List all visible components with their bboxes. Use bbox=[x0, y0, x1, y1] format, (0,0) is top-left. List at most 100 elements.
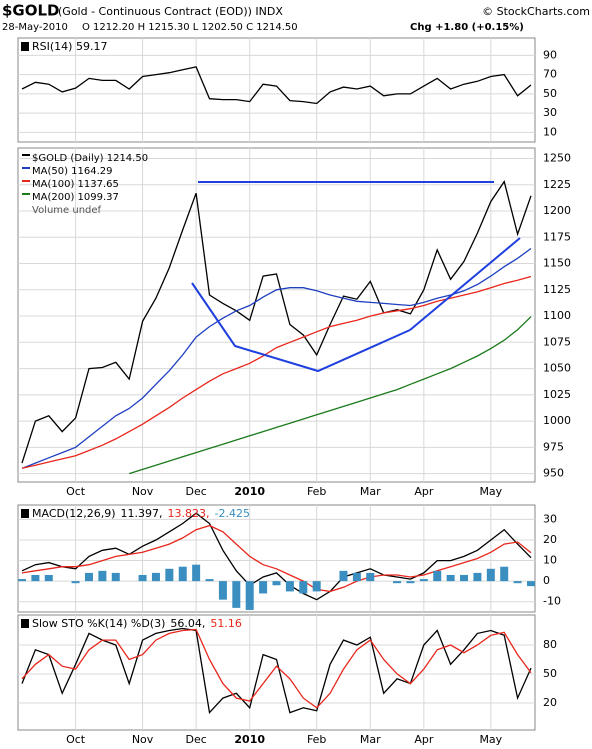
histogram-bar bbox=[192, 564, 201, 582]
x-tick-label: 2010 bbox=[234, 733, 265, 746]
histogram-bar bbox=[527, 581, 535, 587]
y-tick-label: 1150 bbox=[543, 257, 571, 270]
panel-legend: MACD(12,26,9) 11.397, 13.823, -2.425 bbox=[32, 507, 250, 520]
y-tick-label: 1050 bbox=[543, 362, 571, 375]
y-tick-label: 1175 bbox=[543, 230, 571, 243]
histogram-bar bbox=[339, 570, 348, 582]
pattern-annotation bbox=[191, 181, 521, 373]
histogram-bar bbox=[500, 566, 509, 582]
x-tick-label: Nov bbox=[132, 733, 154, 746]
x-tick-label: Mar bbox=[360, 733, 381, 746]
legend-icon bbox=[22, 180, 30, 182]
histogram-bar bbox=[98, 570, 107, 582]
legend-entry: MA(50) 1164.29 bbox=[32, 166, 113, 177]
instrument-name: (Gold - Continuous Contract (EOD)) INDX bbox=[58, 5, 283, 18]
legend-label: Slow STO %K(14) %D(3) bbox=[32, 617, 165, 630]
x-tick-label: Nov bbox=[132, 485, 154, 498]
legend-label: MACD(12,26,9) bbox=[32, 507, 116, 520]
panel-frame bbox=[17, 147, 536, 483]
source: © StockCharts.com bbox=[482, 5, 590, 18]
y-tick-label: 50 bbox=[543, 667, 557, 680]
x-tick-label: May bbox=[479, 485, 502, 498]
legend-entry: 11.397, bbox=[121, 507, 163, 520]
series-line bbox=[21, 524, 532, 593]
panel-frame bbox=[17, 504, 536, 613]
histogram-bar bbox=[285, 581, 294, 592]
date: 28-May-2010 bbox=[2, 22, 68, 33]
y-tick-label: 1125 bbox=[543, 283, 571, 296]
x-tick-label: Feb bbox=[307, 485, 326, 498]
panel-frame bbox=[17, 614, 536, 731]
y-tick-label: 1200 bbox=[543, 204, 571, 217]
y-tick-label: 30 bbox=[543, 512, 557, 525]
legend-icon bbox=[22, 193, 30, 195]
legend-icon bbox=[21, 42, 29, 51]
y-tick-label: 50 bbox=[543, 87, 557, 100]
x-tick-label: Dec bbox=[185, 733, 206, 746]
histogram-bar bbox=[393, 581, 402, 584]
histogram-bar bbox=[18, 579, 26, 582]
legend-icon bbox=[22, 154, 30, 156]
trend-line bbox=[409, 237, 521, 331]
legend-entry: 56.04, bbox=[170, 617, 205, 630]
y-tick-label: 0 bbox=[543, 574, 550, 587]
histogram-bar bbox=[473, 572, 482, 582]
y-tick-label: 20 bbox=[543, 533, 557, 546]
symbol: $GOLD bbox=[2, 2, 60, 20]
histogram-bar bbox=[366, 572, 375, 582]
y-tick-label: 1025 bbox=[543, 388, 571, 401]
panel-legend: RSI(14) 59.17 bbox=[32, 40, 107, 53]
histogram-bar bbox=[460, 574, 469, 582]
histogram-bar bbox=[71, 581, 80, 584]
histogram-bar bbox=[513, 581, 522, 584]
series-line bbox=[129, 316, 532, 475]
y-tick-label: 1250 bbox=[543, 152, 571, 165]
y-tick-label: 20 bbox=[543, 696, 557, 709]
panel-frame bbox=[17, 37, 536, 143]
y-tick-label: 90 bbox=[543, 48, 557, 61]
x-tick-label: Oct bbox=[66, 485, 86, 498]
histogram-bar bbox=[245, 581, 254, 610]
series-line bbox=[21, 628, 532, 709]
x-tick-label: May bbox=[479, 733, 502, 746]
y-tick-label: 1000 bbox=[543, 414, 571, 427]
histogram-bar bbox=[433, 570, 442, 582]
histogram-bar bbox=[232, 581, 241, 608]
histogram-bar bbox=[84, 572, 93, 582]
histogram-bar bbox=[138, 574, 147, 582]
y-tick-label: 80 bbox=[543, 638, 557, 651]
histogram-bar bbox=[486, 568, 495, 582]
y-tick-label: 1225 bbox=[543, 178, 571, 191]
legend-entry: MA(100) 1137.65 bbox=[32, 179, 119, 190]
series-line bbox=[21, 66, 532, 105]
histogram-bar bbox=[205, 579, 214, 582]
histogram-bar bbox=[406, 581, 415, 584]
histogram-bar bbox=[111, 572, 120, 582]
legend-label: RSI(14) 59.17 bbox=[32, 40, 107, 53]
y-tick-label: 10 bbox=[543, 554, 557, 567]
x-tick-label: Oct bbox=[66, 733, 86, 746]
histogram-bar bbox=[312, 581, 321, 592]
y-tick-label: 10 bbox=[543, 125, 557, 138]
histogram-bar bbox=[299, 581, 308, 594]
legend-entry: 13.823, bbox=[168, 507, 210, 520]
series-line bbox=[21, 275, 532, 469]
histogram-bar bbox=[352, 572, 361, 582]
histogram-bar bbox=[31, 574, 40, 582]
y-tick-label: 70 bbox=[543, 68, 557, 81]
legend-entry: MA(200) 1099.37 bbox=[32, 192, 119, 203]
x-tick-label: 2010 bbox=[234, 485, 265, 498]
quote: O 1212.20 H 1215.30 L 1202.50 C 1214.50 bbox=[82, 22, 298, 33]
x-tick-label: Apr bbox=[414, 733, 434, 746]
legend-icon bbox=[21, 619, 29, 628]
x-tick-label: Feb bbox=[307, 733, 326, 746]
y-tick-label: 30 bbox=[543, 106, 557, 119]
histogram-bar bbox=[272, 581, 281, 586]
histogram-bar bbox=[419, 579, 428, 582]
w-pattern bbox=[191, 282, 411, 373]
legend-entry: $GOLD (Daily) 1214.50 bbox=[32, 153, 148, 164]
series-line bbox=[21, 627, 532, 715]
legend-icon bbox=[22, 167, 30, 169]
histogram-bar bbox=[259, 581, 268, 594]
